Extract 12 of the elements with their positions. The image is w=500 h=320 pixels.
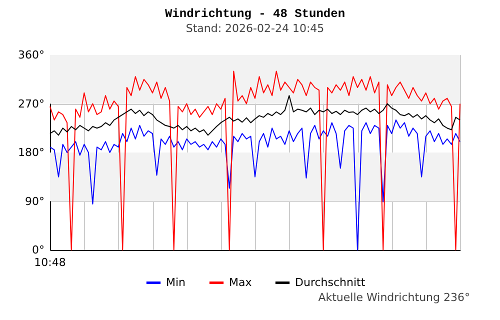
text: Aktuelle Windrichtung 236° — [318, 291, 470, 304]
chart-subtitle: Stand: 2026-02-24 10:45 — [186, 22, 324, 35]
y-tick-label: 0° — [32, 244, 44, 256]
y-tick-label: 180° — [18, 146, 44, 159]
y-tick-label: 270° — [18, 97, 44, 110]
legend-label: Min — [166, 276, 186, 289]
y-tick-label: 360° — [18, 48, 44, 62]
legend-label: Max — [229, 276, 252, 289]
text: 10:48 — [34, 256, 66, 269]
chart-title: Windrichtung - 48 Stunden — [164, 7, 346, 21]
y-tick-label: 90° — [25, 194, 44, 208]
legend-label: Durchschnitt — [295, 276, 366, 289]
